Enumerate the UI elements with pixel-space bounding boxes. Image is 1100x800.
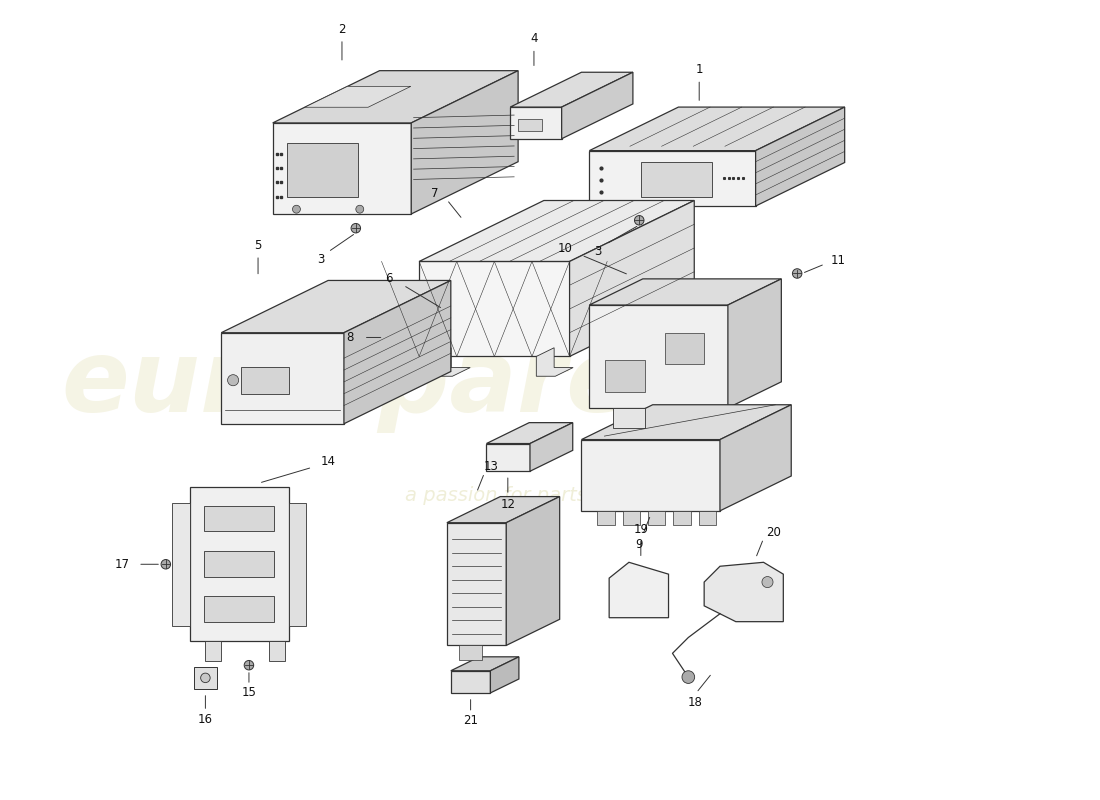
Text: 15: 15 bbox=[242, 686, 256, 699]
Polygon shape bbox=[728, 279, 781, 408]
Polygon shape bbox=[582, 439, 720, 511]
Polygon shape bbox=[451, 670, 491, 693]
Polygon shape bbox=[447, 522, 506, 646]
Text: 2: 2 bbox=[338, 23, 345, 36]
Polygon shape bbox=[206, 642, 221, 662]
Text: 8: 8 bbox=[345, 331, 353, 344]
Text: a passion for parts since 1985: a passion for parts since 1985 bbox=[405, 486, 700, 505]
Polygon shape bbox=[530, 422, 573, 471]
Circle shape bbox=[355, 206, 364, 213]
Text: 6: 6 bbox=[385, 272, 393, 286]
Text: 18: 18 bbox=[688, 696, 702, 709]
Text: 20: 20 bbox=[767, 526, 781, 538]
Polygon shape bbox=[419, 262, 570, 357]
Polygon shape bbox=[459, 646, 483, 660]
Polygon shape bbox=[411, 70, 518, 214]
Polygon shape bbox=[305, 86, 410, 107]
Polygon shape bbox=[673, 511, 691, 525]
Polygon shape bbox=[648, 511, 666, 525]
Text: 16: 16 bbox=[198, 713, 213, 726]
Polygon shape bbox=[613, 408, 645, 428]
Polygon shape bbox=[387, 317, 433, 330]
Polygon shape bbox=[204, 506, 274, 531]
Circle shape bbox=[244, 661, 254, 670]
Polygon shape bbox=[518, 119, 542, 131]
Polygon shape bbox=[720, 405, 791, 511]
Text: 5: 5 bbox=[254, 239, 262, 252]
Polygon shape bbox=[756, 107, 845, 206]
Polygon shape bbox=[609, 562, 669, 618]
Polygon shape bbox=[491, 657, 519, 693]
Polygon shape bbox=[510, 72, 632, 107]
Polygon shape bbox=[605, 361, 645, 392]
Polygon shape bbox=[204, 551, 274, 577]
Polygon shape bbox=[562, 72, 632, 138]
Polygon shape bbox=[597, 511, 615, 525]
Text: 3: 3 bbox=[318, 253, 324, 266]
Text: 21: 21 bbox=[463, 714, 478, 727]
Polygon shape bbox=[570, 201, 694, 357]
Polygon shape bbox=[173, 503, 189, 626]
Text: 3: 3 bbox=[594, 245, 602, 258]
Polygon shape bbox=[288, 503, 306, 626]
Polygon shape bbox=[623, 511, 640, 525]
Polygon shape bbox=[221, 281, 451, 333]
Polygon shape bbox=[221, 333, 344, 424]
Text: 11: 11 bbox=[830, 254, 846, 267]
Polygon shape bbox=[268, 642, 285, 662]
Text: eurospares: eurospares bbox=[62, 336, 694, 433]
Polygon shape bbox=[590, 107, 845, 150]
Polygon shape bbox=[641, 162, 712, 197]
Circle shape bbox=[161, 559, 170, 569]
Polygon shape bbox=[451, 657, 519, 670]
Polygon shape bbox=[486, 422, 573, 443]
Circle shape bbox=[762, 577, 773, 588]
Polygon shape bbox=[344, 281, 451, 424]
Text: 13: 13 bbox=[483, 460, 498, 473]
Circle shape bbox=[792, 269, 802, 278]
Text: 12: 12 bbox=[500, 498, 515, 511]
Circle shape bbox=[682, 670, 695, 683]
Polygon shape bbox=[704, 562, 783, 622]
Polygon shape bbox=[466, 250, 498, 270]
Text: 10: 10 bbox=[558, 242, 573, 255]
Polygon shape bbox=[433, 348, 470, 376]
Polygon shape bbox=[582, 405, 791, 439]
Polygon shape bbox=[273, 70, 518, 123]
Circle shape bbox=[351, 223, 361, 233]
Text: 17: 17 bbox=[114, 558, 130, 570]
Polygon shape bbox=[419, 201, 694, 262]
Polygon shape bbox=[466, 223, 552, 250]
Circle shape bbox=[200, 673, 210, 682]
Polygon shape bbox=[486, 443, 530, 471]
Polygon shape bbox=[590, 305, 728, 408]
Polygon shape bbox=[590, 150, 756, 206]
Polygon shape bbox=[387, 330, 405, 345]
Polygon shape bbox=[506, 497, 560, 646]
Text: 4: 4 bbox=[530, 33, 538, 46]
Polygon shape bbox=[698, 511, 716, 525]
Text: 9: 9 bbox=[635, 538, 642, 550]
Polygon shape bbox=[241, 366, 288, 394]
Text: 19: 19 bbox=[634, 522, 648, 535]
Polygon shape bbox=[590, 279, 781, 305]
Circle shape bbox=[293, 206, 300, 213]
Polygon shape bbox=[189, 487, 288, 642]
Circle shape bbox=[228, 374, 239, 386]
Polygon shape bbox=[204, 596, 274, 622]
Polygon shape bbox=[273, 123, 411, 214]
Polygon shape bbox=[664, 333, 704, 364]
Polygon shape bbox=[510, 107, 562, 138]
Polygon shape bbox=[405, 317, 433, 345]
Polygon shape bbox=[287, 142, 359, 197]
Text: 7: 7 bbox=[431, 187, 439, 200]
Text: 1: 1 bbox=[695, 63, 703, 76]
Polygon shape bbox=[498, 223, 552, 270]
Text: 14: 14 bbox=[320, 455, 336, 468]
Polygon shape bbox=[194, 666, 218, 689]
Polygon shape bbox=[537, 348, 573, 376]
Polygon shape bbox=[447, 497, 560, 522]
Circle shape bbox=[635, 215, 643, 225]
